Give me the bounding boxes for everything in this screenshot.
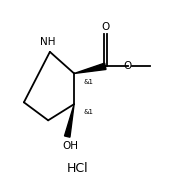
Polygon shape [74,63,106,74]
Text: O: O [124,61,132,71]
Text: OH: OH [63,141,79,151]
Text: HCl: HCl [67,163,88,175]
Polygon shape [65,104,74,137]
Text: NH: NH [40,37,56,47]
Text: &1: &1 [84,79,94,85]
Text: &1: &1 [84,109,94,115]
Text: O: O [101,22,109,32]
